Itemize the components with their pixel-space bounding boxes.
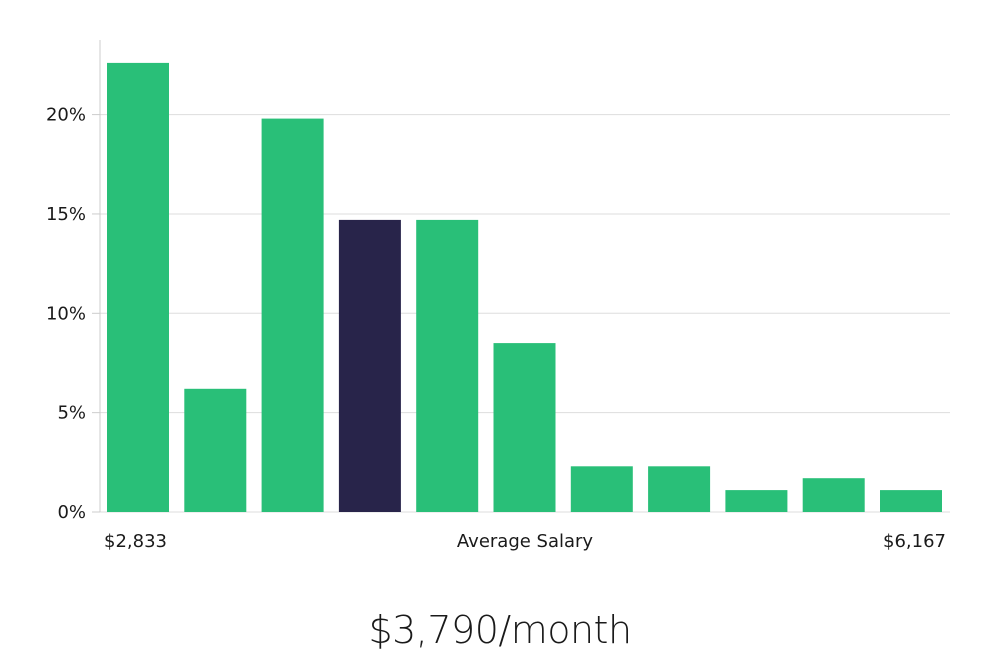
y-tick-label: 15%: [46, 204, 86, 225]
bar: [107, 62, 169, 513]
x-axis-title: Average Salary: [457, 531, 594, 552]
salary-histogram: 0% 5% 10% 15% 20% $2,833 Average Salary $6,1…: [46, 40, 950, 552]
bar: [261, 118, 324, 512]
y-tick-label: 5%: [57, 403, 86, 424]
y-tick-label: 0%: [57, 502, 86, 523]
bars: [107, 62, 942, 513]
bar: [880, 490, 942, 512]
bar: [184, 388, 247, 512]
average-salary-caption: $3,790/month: [368, 608, 632, 652]
bar-highlighted: [338, 219, 401, 512]
x-min-label: $2,833: [104, 531, 167, 552]
bar: [493, 343, 556, 512]
bar: [570, 466, 633, 512]
bar: [648, 466, 711, 512]
x-max-label: $6,167: [883, 531, 946, 552]
bar: [416, 219, 479, 512]
y-tick-label: 10%: [46, 303, 86, 324]
y-axis-ticks: 0% 5% 10% 15% 20%: [46, 105, 100, 523]
bar: [802, 478, 865, 512]
bar: [725, 490, 788, 512]
y-tick-label: 20%: [46, 105, 86, 126]
